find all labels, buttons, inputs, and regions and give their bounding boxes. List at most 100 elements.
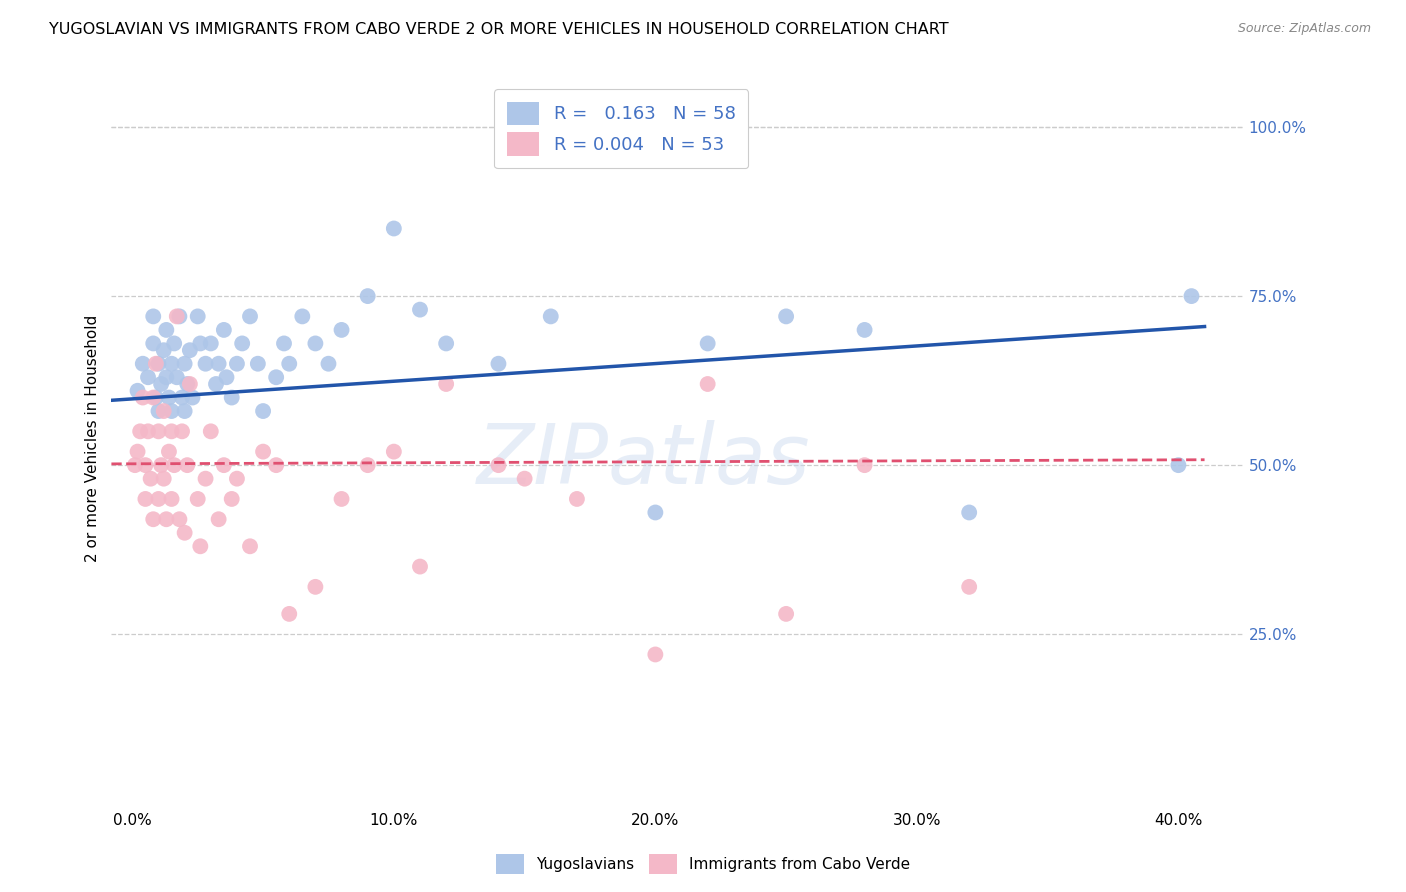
Point bbox=[488, 458, 510, 472]
Text: YUGOSLAVIAN VS IMMIGRANTS FROM CABO VERDE 2 OR MORE VEHICLES IN HOUSEHOLD CORREL: YUGOSLAVIAN VS IMMIGRANTS FROM CABO VERD… bbox=[49, 22, 949, 37]
Point bbox=[382, 221, 405, 235]
Point bbox=[409, 302, 432, 317]
Point bbox=[200, 336, 222, 351]
Point bbox=[252, 444, 274, 458]
Point bbox=[246, 357, 269, 371]
Point bbox=[148, 357, 170, 371]
Text: Source: ZipAtlas.com: Source: ZipAtlas.com bbox=[1237, 22, 1371, 36]
Point bbox=[166, 310, 188, 324]
Legend: Yugoslavians, Immigrants from Cabo Verde: Yugoslavians, Immigrants from Cabo Verde bbox=[489, 848, 917, 880]
Point bbox=[139, 472, 162, 486]
Point bbox=[150, 458, 173, 472]
Point bbox=[357, 458, 380, 472]
Point bbox=[160, 491, 183, 506]
Point bbox=[239, 539, 262, 553]
Point bbox=[208, 512, 231, 526]
Point bbox=[187, 491, 209, 506]
Point bbox=[181, 391, 204, 405]
Point bbox=[644, 648, 666, 662]
Point bbox=[132, 391, 155, 405]
Point bbox=[696, 377, 718, 392]
Point bbox=[134, 491, 156, 506]
Point bbox=[148, 425, 170, 439]
Point bbox=[169, 512, 191, 526]
Point bbox=[188, 336, 211, 351]
Point bbox=[145, 391, 167, 405]
Point bbox=[194, 357, 217, 371]
Point bbox=[148, 491, 170, 506]
Point bbox=[853, 323, 876, 337]
Point bbox=[226, 472, 249, 486]
Point bbox=[152, 472, 174, 486]
Point bbox=[409, 559, 432, 574]
Point bbox=[170, 391, 193, 405]
Point bbox=[163, 336, 186, 351]
Point bbox=[215, 370, 238, 384]
Point bbox=[142, 391, 165, 405]
Point bbox=[179, 377, 201, 392]
Point bbox=[127, 444, 149, 458]
Point bbox=[513, 472, 536, 486]
Point bbox=[304, 580, 326, 594]
Point bbox=[304, 336, 326, 351]
Point bbox=[318, 357, 340, 371]
Point bbox=[775, 310, 797, 324]
Point bbox=[173, 357, 195, 371]
Point bbox=[142, 336, 165, 351]
Point bbox=[252, 404, 274, 418]
Point bbox=[212, 458, 235, 472]
Point bbox=[264, 370, 287, 384]
Point bbox=[278, 607, 301, 621]
Point bbox=[132, 357, 155, 371]
Point bbox=[173, 525, 195, 540]
Point bbox=[205, 377, 228, 392]
Point bbox=[382, 444, 405, 458]
Point bbox=[169, 310, 191, 324]
Point bbox=[136, 425, 159, 439]
Point bbox=[853, 458, 876, 472]
Point bbox=[208, 357, 231, 371]
Point bbox=[152, 343, 174, 358]
Point bbox=[434, 336, 457, 351]
Point bbox=[434, 377, 457, 392]
Point bbox=[148, 404, 170, 418]
Point bbox=[200, 425, 222, 439]
Point bbox=[176, 458, 198, 472]
Point bbox=[188, 539, 211, 553]
Point bbox=[157, 391, 180, 405]
Point bbox=[957, 506, 980, 520]
Point bbox=[155, 370, 177, 384]
Legend: R =   0.163   N = 58, R = 0.004   N = 53: R = 0.163 N = 58, R = 0.004 N = 53 bbox=[494, 89, 748, 169]
Point bbox=[127, 384, 149, 398]
Point bbox=[150, 377, 173, 392]
Point bbox=[142, 512, 165, 526]
Point bbox=[330, 323, 353, 337]
Point bbox=[136, 370, 159, 384]
Point bbox=[194, 472, 217, 486]
Point bbox=[187, 310, 209, 324]
Point bbox=[696, 336, 718, 351]
Point bbox=[160, 425, 183, 439]
Point bbox=[565, 491, 588, 506]
Point bbox=[157, 444, 180, 458]
Point bbox=[170, 425, 193, 439]
Point bbox=[155, 323, 177, 337]
Point bbox=[264, 458, 287, 472]
Y-axis label: 2 or more Vehicles in Household: 2 or more Vehicles in Household bbox=[86, 315, 100, 562]
Point bbox=[644, 506, 666, 520]
Point bbox=[152, 404, 174, 418]
Point bbox=[488, 357, 510, 371]
Point bbox=[163, 458, 186, 472]
Point bbox=[179, 343, 201, 358]
Point bbox=[176, 377, 198, 392]
Point bbox=[142, 310, 165, 324]
Point bbox=[231, 336, 253, 351]
Point bbox=[239, 310, 262, 324]
Point bbox=[134, 458, 156, 472]
Point bbox=[273, 336, 295, 351]
Point bbox=[540, 310, 562, 324]
Point bbox=[129, 425, 152, 439]
Point bbox=[166, 370, 188, 384]
Point bbox=[160, 357, 183, 371]
Point bbox=[160, 404, 183, 418]
